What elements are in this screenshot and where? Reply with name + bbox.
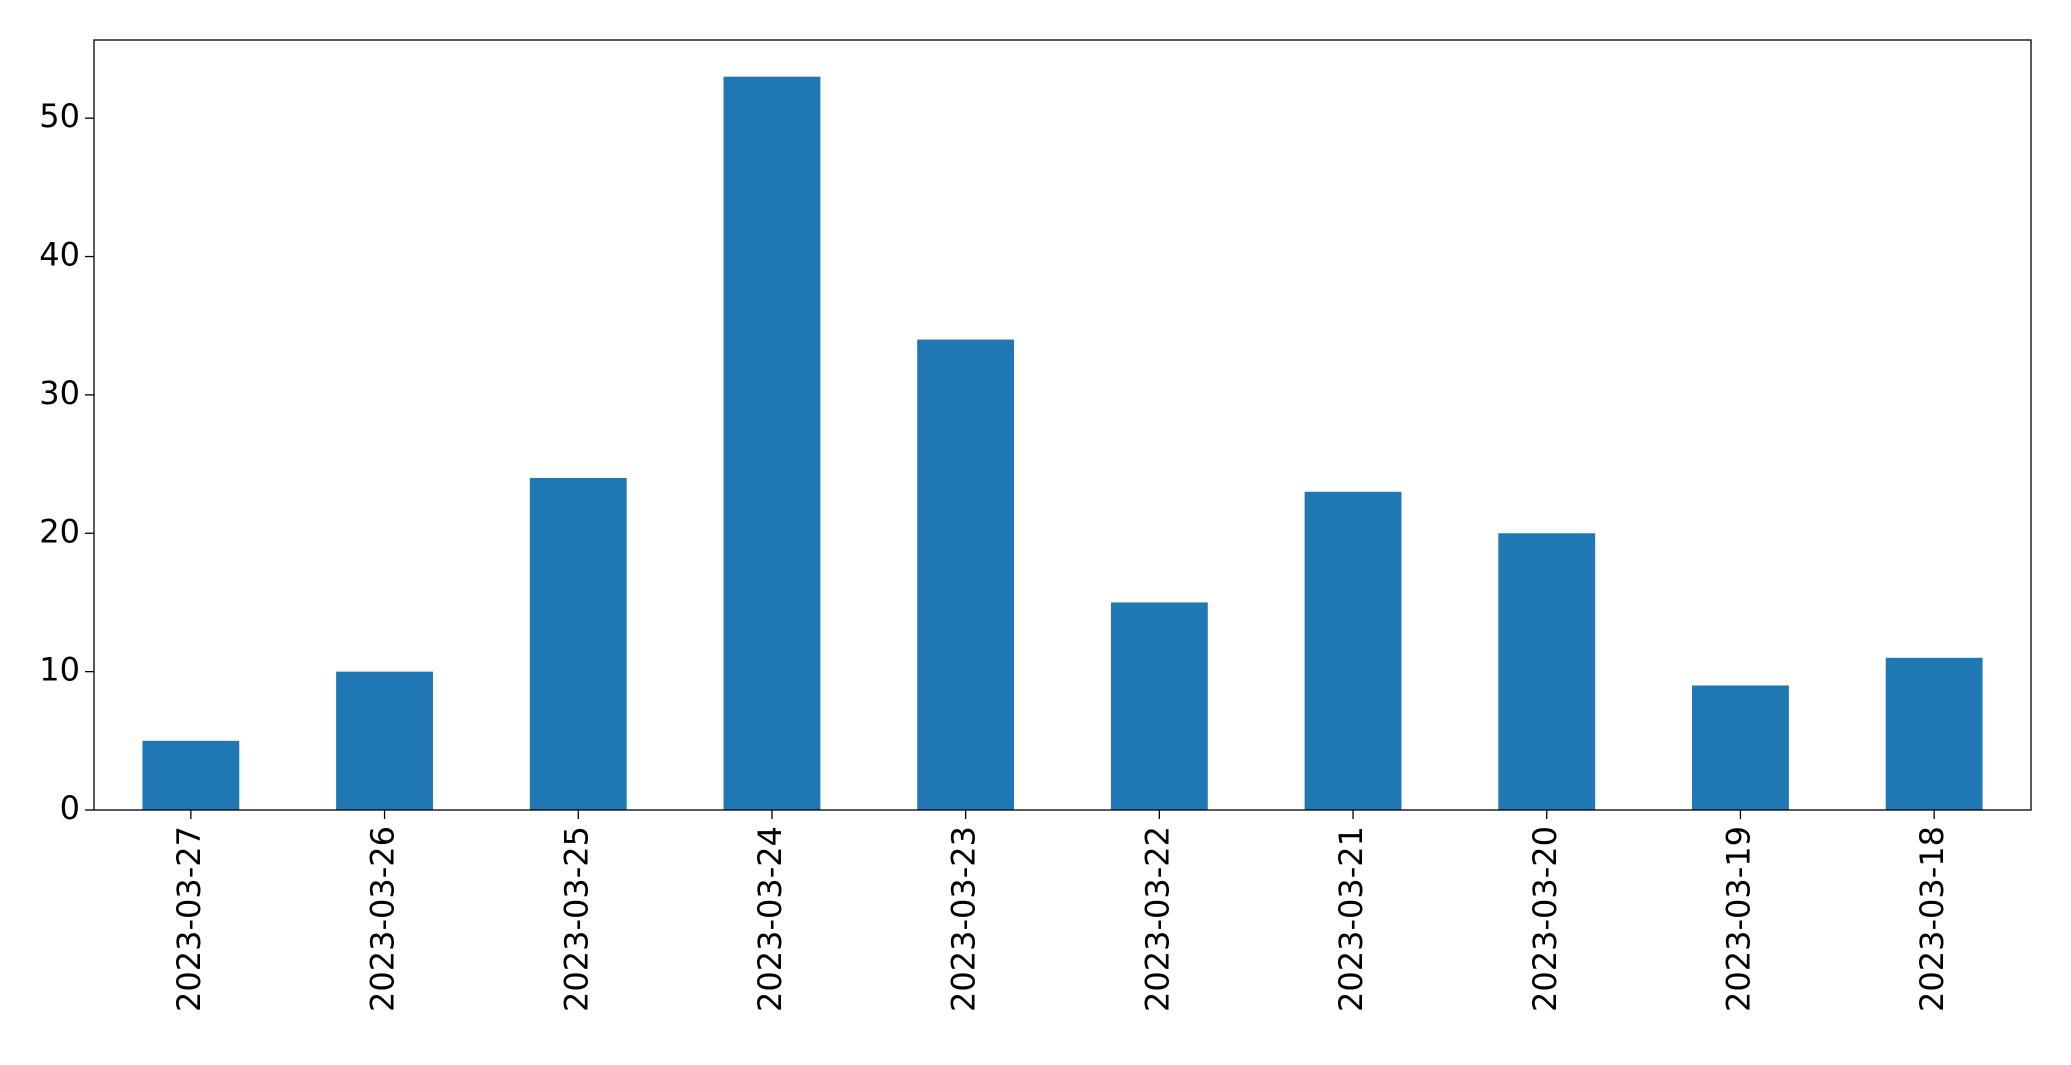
x-tick-label: 2023-03-27	[170, 826, 208, 1012]
x-tick-label: 2023-03-19	[1719, 826, 1757, 1012]
plot-frame	[93, 39, 2032, 811]
bar	[1304, 491, 1402, 810]
x-tick-label: 2023-03-21	[1332, 826, 1370, 1012]
x-tick-label: 2023-03-18	[1913, 826, 1951, 1012]
y-tick-label: 50	[39, 97, 80, 135]
bar	[723, 76, 821, 810]
bar	[529, 477, 627, 810]
x-tick-label: 2023-03-24	[751, 826, 789, 1012]
x-tick-label: 2023-03-25	[557, 826, 595, 1012]
y-tick-label: 30	[39, 374, 80, 412]
bar	[336, 671, 433, 810]
bar	[142, 740, 240, 810]
bar	[1498, 533, 1596, 810]
x-tick-label: 2023-03-22	[1138, 826, 1176, 1012]
x-tick-label: 2023-03-23	[945, 826, 983, 1012]
x-tick-label: 2023-03-26	[364, 826, 402, 1012]
x-tick-label: 2023-03-20	[1526, 826, 1564, 1012]
y-tick-label: 40	[39, 236, 80, 274]
bar	[1885, 657, 1983, 810]
y-tick-label: 10	[39, 651, 80, 689]
bar	[1692, 685, 1789, 810]
bar	[1110, 602, 1208, 810]
y-tick-label: 0	[60, 789, 80, 827]
bar	[917, 339, 1015, 810]
y-tick-label: 20	[39, 512, 80, 550]
